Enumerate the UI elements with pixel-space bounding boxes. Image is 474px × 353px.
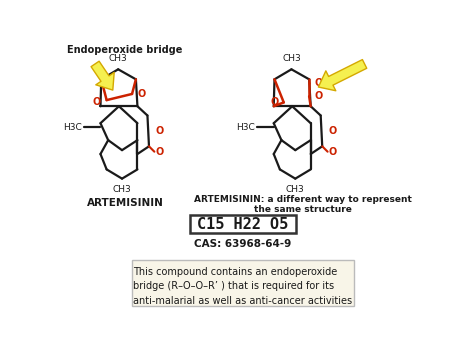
Text: O: O bbox=[155, 126, 164, 136]
Text: O: O bbox=[328, 126, 337, 136]
Text: O: O bbox=[155, 148, 164, 157]
Text: O: O bbox=[315, 91, 323, 101]
Text: CH3: CH3 bbox=[113, 185, 131, 194]
Text: C15 H22 O5: C15 H22 O5 bbox=[197, 217, 289, 232]
Text: H3C: H3C bbox=[237, 122, 255, 132]
FancyBboxPatch shape bbox=[190, 215, 296, 233]
Text: O: O bbox=[270, 97, 278, 107]
Text: H3C: H3C bbox=[63, 122, 82, 132]
Text: ARTEMISININ: ARTEMISININ bbox=[87, 198, 164, 208]
Text: CH3: CH3 bbox=[282, 54, 301, 63]
Text: O: O bbox=[93, 97, 101, 107]
Text: CH3: CH3 bbox=[109, 54, 128, 63]
Text: CH3: CH3 bbox=[286, 185, 305, 194]
Text: This compound contains an endoperoxide
bridge (R–O–O–R’ ) that is required for i: This compound contains an endoperoxide b… bbox=[133, 267, 353, 306]
Text: Endoperoxide bridge: Endoperoxide bridge bbox=[66, 46, 182, 55]
Text: O: O bbox=[328, 148, 337, 157]
Text: O: O bbox=[137, 89, 146, 99]
Text: CAS: 63968-64-9: CAS: 63968-64-9 bbox=[194, 239, 292, 249]
Text: O: O bbox=[315, 78, 323, 88]
Text: ARTEMISININ: a different way to represent
the same structure: ARTEMISININ: a different way to represen… bbox=[194, 195, 412, 214]
FancyBboxPatch shape bbox=[132, 259, 354, 306]
